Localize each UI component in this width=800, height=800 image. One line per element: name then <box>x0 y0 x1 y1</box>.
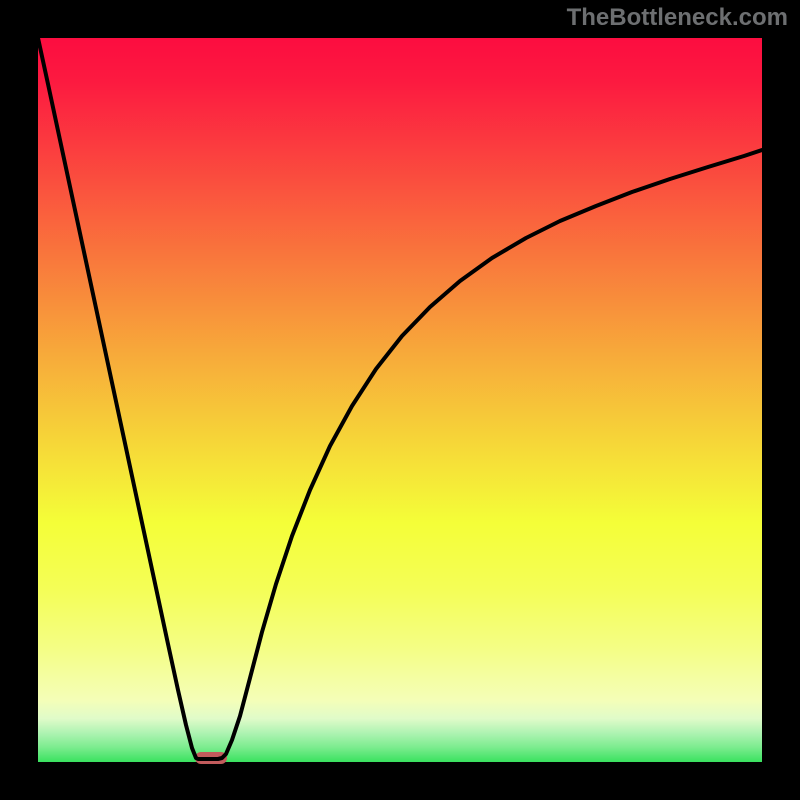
plot-background <box>38 38 762 762</box>
chart-root: TheBottleneck.com <box>0 0 800 800</box>
chart-canvas <box>0 0 800 800</box>
